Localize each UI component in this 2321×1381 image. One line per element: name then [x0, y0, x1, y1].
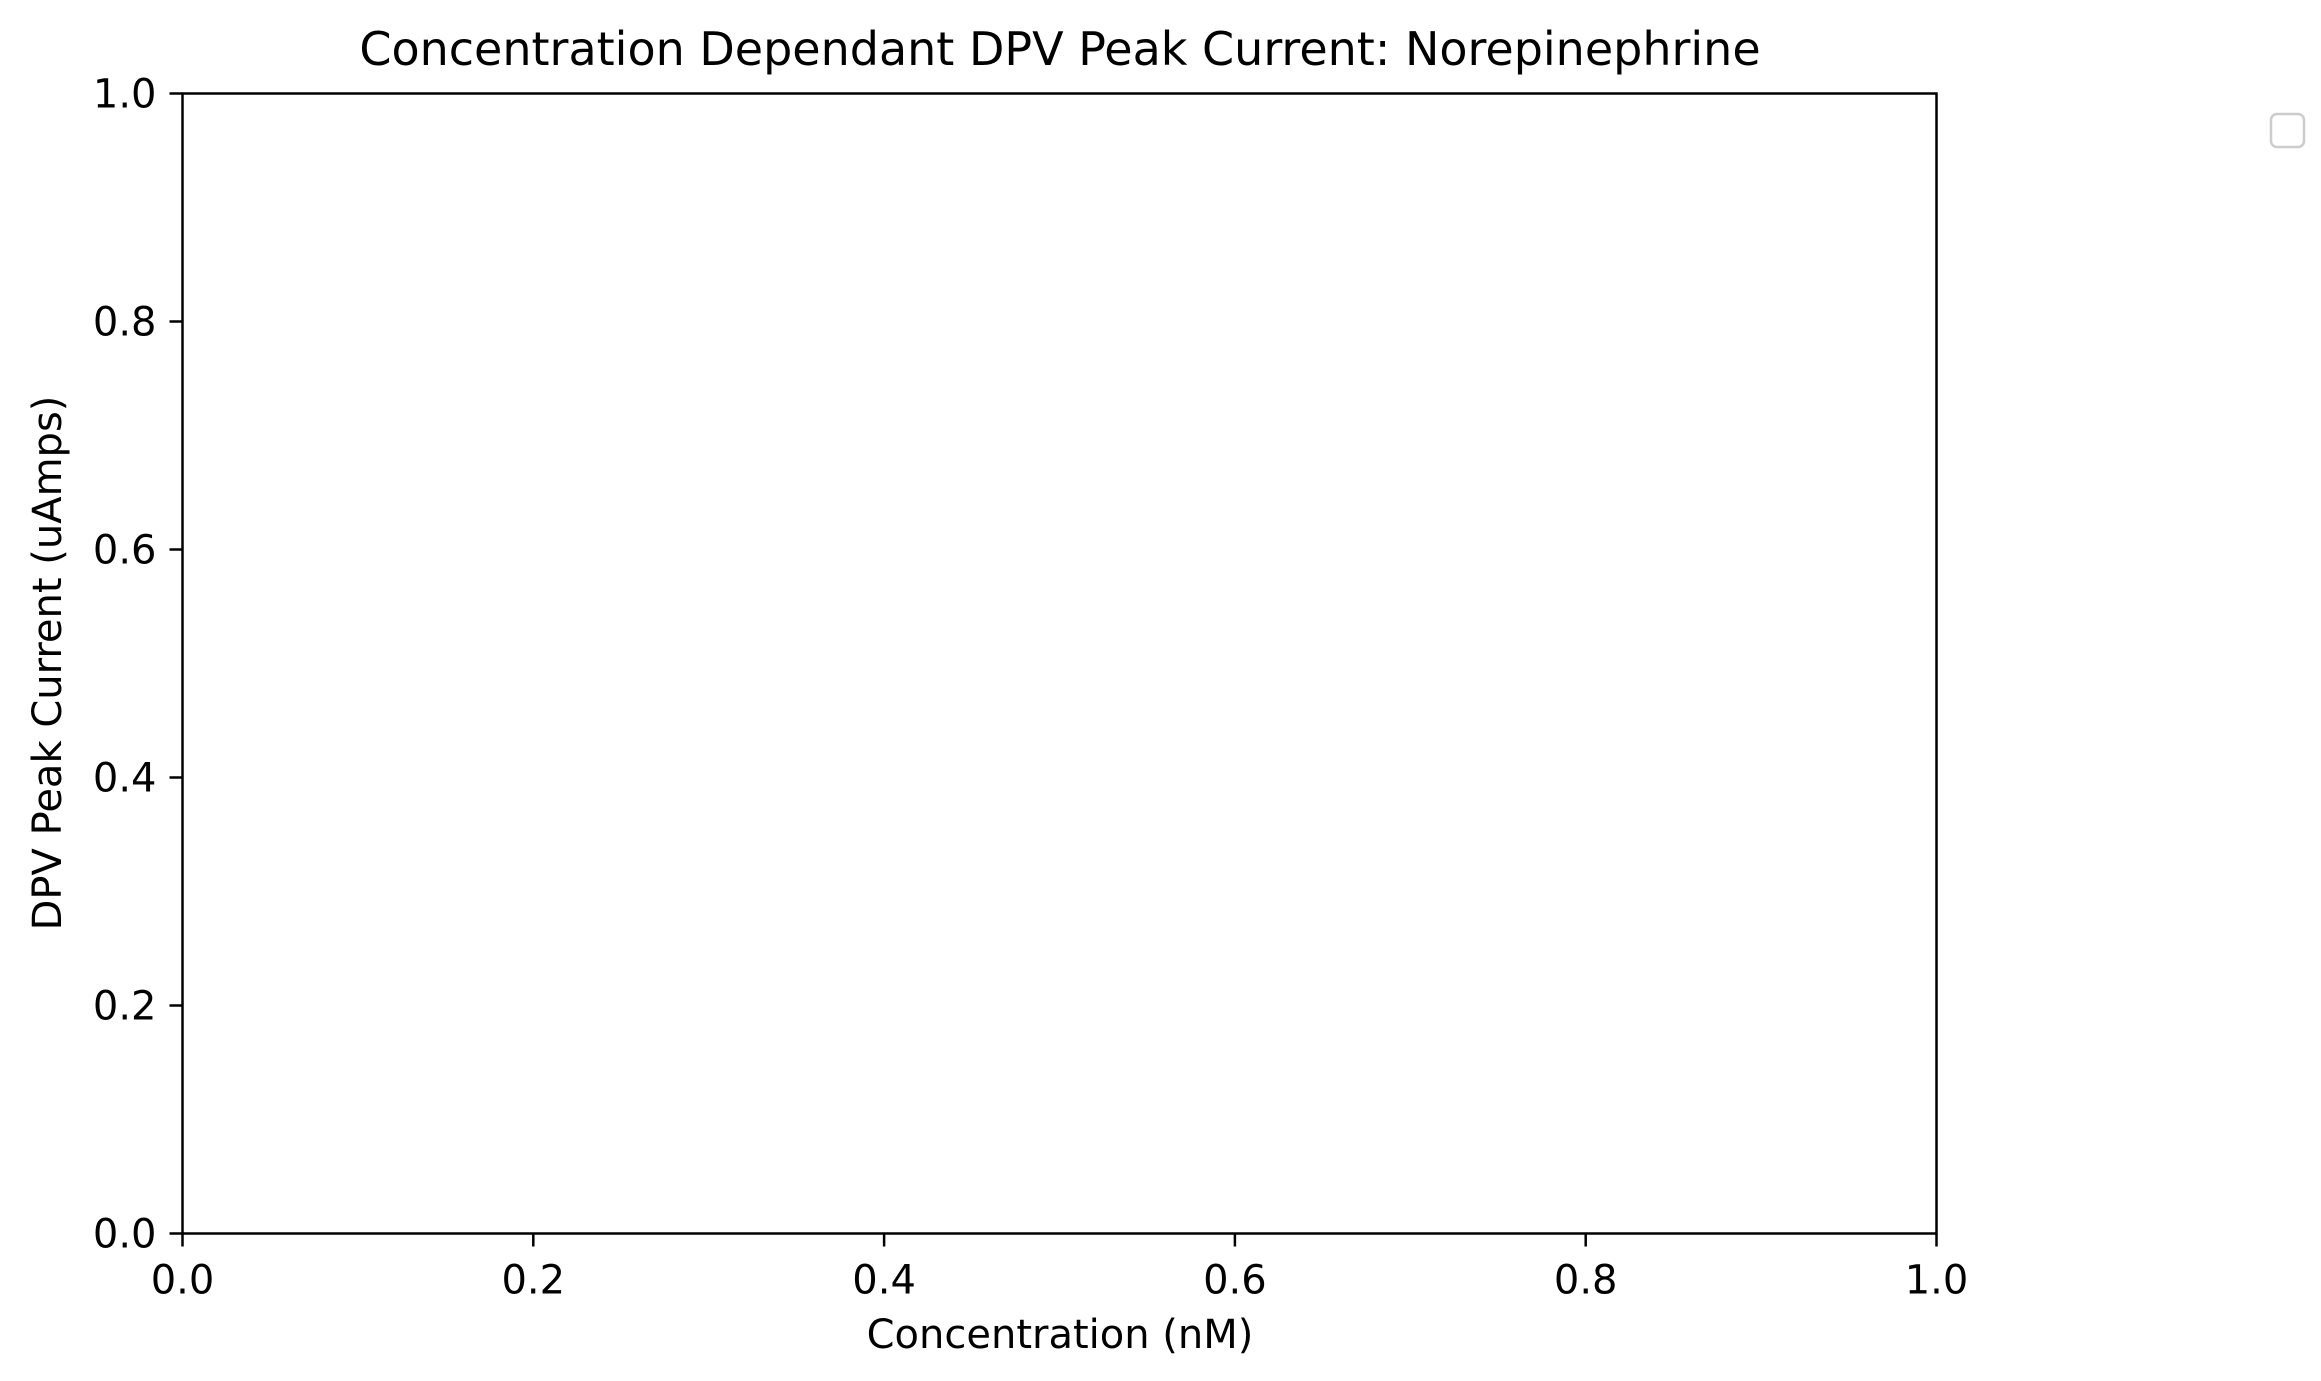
y-tick-label: 0.4: [93, 756, 157, 802]
y-tick-label: 0.6: [93, 528, 157, 574]
y-tick-label: 1.0: [93, 72, 157, 118]
x-axis-label: Concentration (nM): [867, 1312, 1254, 1358]
y-axis-ticks: 0.0 0.2 0.4 0.6 0.8 1.0: [93, 72, 183, 1258]
y-tick-label: 0.2: [93, 984, 157, 1030]
x-tick-label: 0.6: [1203, 1258, 1267, 1304]
x-tick-label: 0.8: [1554, 1258, 1618, 1304]
x-tick-label: 1.0: [1905, 1258, 1969, 1304]
y-tick-label: 0.8: [93, 300, 157, 346]
plot-area-frame: [181, 92, 1938, 1235]
x-tick-label: 0.4: [852, 1258, 916, 1304]
y-tick-label: 0.0: [93, 1212, 157, 1258]
chart-title: Concentration Dependant DPV Peak Current…: [359, 22, 1760, 76]
x-tick-label: 0.2: [501, 1258, 565, 1304]
legend-box: [2269, 112, 2306, 149]
y-axis-label: DPV Peak Current (uAmps): [25, 396, 71, 931]
x-tick-label: 0.0: [151, 1258, 215, 1304]
legend: [2269, 112, 2306, 149]
x-axis-ticks: 0.0 0.2 0.4 0.6 0.8 1.0: [151, 1233, 1969, 1304]
